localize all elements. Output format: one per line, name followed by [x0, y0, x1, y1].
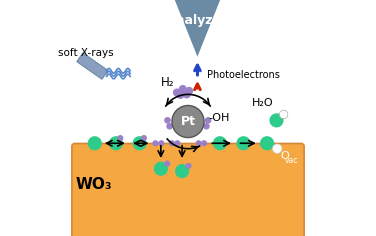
- Circle shape: [164, 160, 170, 167]
- Circle shape: [179, 85, 187, 93]
- Circle shape: [154, 162, 168, 176]
- Circle shape: [174, 140, 180, 146]
- Text: O: O: [281, 151, 290, 161]
- Circle shape: [196, 140, 202, 146]
- Circle shape: [141, 135, 147, 141]
- Text: H₂: H₂: [161, 76, 175, 89]
- Circle shape: [172, 105, 204, 138]
- Circle shape: [183, 90, 191, 98]
- Circle shape: [205, 117, 211, 124]
- Text: Photoelectrons: Photoelectrons: [207, 70, 280, 80]
- Circle shape: [152, 140, 159, 146]
- Text: -OH: -OH: [209, 113, 230, 123]
- Circle shape: [203, 123, 210, 130]
- Circle shape: [185, 163, 191, 169]
- Circle shape: [132, 136, 147, 150]
- Circle shape: [169, 140, 175, 146]
- Circle shape: [117, 135, 123, 141]
- Text: WO₃: WO₃: [75, 177, 112, 192]
- Circle shape: [175, 164, 189, 178]
- Circle shape: [88, 136, 102, 150]
- Circle shape: [166, 123, 173, 130]
- Circle shape: [237, 136, 250, 150]
- Polygon shape: [77, 53, 108, 79]
- Text: Pt: Pt: [180, 115, 196, 128]
- Polygon shape: [174, 0, 221, 57]
- Circle shape: [173, 88, 181, 97]
- Text: Analyzer: Analyzer: [167, 13, 228, 27]
- Circle shape: [270, 113, 284, 127]
- Circle shape: [273, 144, 282, 153]
- Circle shape: [213, 136, 227, 150]
- Circle shape: [176, 91, 185, 99]
- Circle shape: [201, 140, 207, 146]
- Circle shape: [158, 140, 164, 146]
- FancyBboxPatch shape: [72, 143, 304, 236]
- Circle shape: [185, 87, 193, 95]
- Circle shape: [279, 110, 288, 119]
- Text: H₂O: H₂O: [252, 98, 273, 108]
- Circle shape: [260, 136, 274, 150]
- Text: soft X-rays: soft X-rays: [58, 48, 113, 58]
- Circle shape: [109, 136, 123, 150]
- Circle shape: [164, 117, 171, 124]
- Text: vac: vac: [285, 156, 298, 165]
